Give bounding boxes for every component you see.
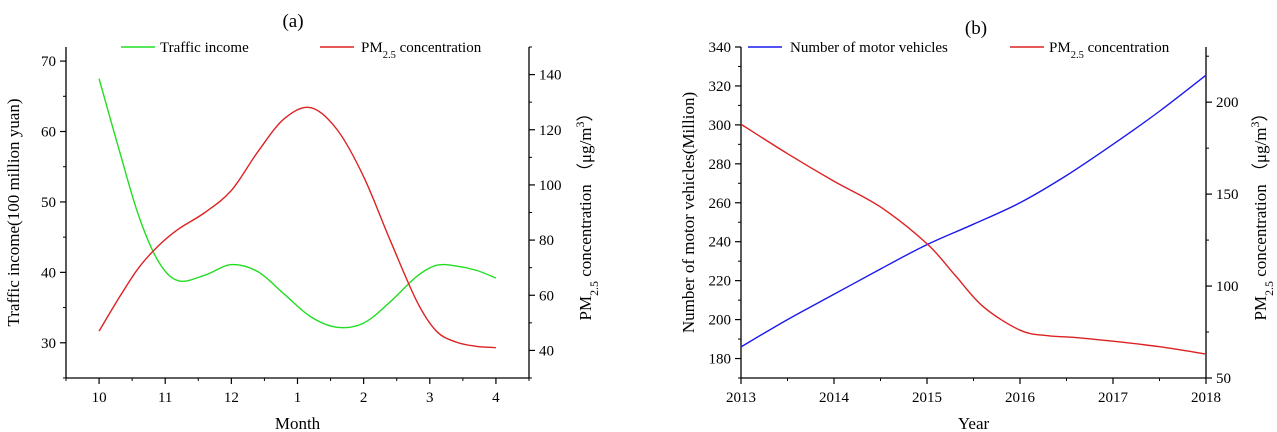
y-right-tick-label: 120 (539, 123, 562, 139)
x-axis-title: Month (275, 414, 321, 432)
legend-entry: PM2.5 concentration (361, 40, 482, 61)
y-left-tick-label: 300 (709, 118, 732, 134)
y-axis-left-title: Number of motor vehicles(Million) (679, 92, 698, 333)
y-right-tick-label: 140 (539, 68, 562, 84)
y-right-tick-label: 50 (1216, 371, 1231, 387)
y-left-tick-label: 220 (709, 274, 732, 290)
series-line-pm25 (740, 123, 1207, 355)
y-left-tick-label: 40 (41, 265, 56, 281)
legend-entry: Traffic income (160, 40, 249, 56)
panel-label: (b) (965, 18, 987, 39)
y-left-tick-label: 200 (709, 313, 732, 329)
y-right-tick-label: 80 (539, 233, 554, 249)
x-tick-label: 2016 (1005, 390, 1036, 406)
y-left-tick-label: 70 (41, 54, 56, 70)
y-right-tick-label: 150 (1216, 187, 1239, 203)
y-left-tick-label: 30 (41, 336, 56, 352)
panel-label: (a) (282, 11, 303, 32)
x-tick-label: 2018 (1191, 390, 1221, 406)
y-left-tick-label: 240 (709, 235, 732, 251)
y-right-tick-label: 100 (1216, 279, 1239, 295)
x-tick-label: 2015 (912, 390, 942, 406)
chart-panel-a: (a)10 11 12 1 2 3 43040506070406080100120140Mo… (4, 11, 601, 432)
y-left-tick-label: 50 (41, 195, 56, 211)
chart-panel-b: (b) 2013 2014 2015 2016 2017 2018 180 200 220 240 2… (679, 18, 1276, 432)
y-left-tick-label: 260 (709, 196, 732, 212)
series-line-pm25 (98, 106, 496, 349)
series-line-primary (98, 78, 497, 329)
y-left-tick-label: 180 (709, 352, 732, 368)
y-axis-right-title: PM2.5 concentration （μg/m3） (1248, 105, 1276, 321)
y-right-tick-label: 100 (539, 178, 562, 194)
x-tick-label: 2013 (726, 390, 756, 406)
x-tick-label: 3 (426, 390, 434, 406)
x-tick-label: 12 (224, 390, 239, 406)
y-right-tick-label: 40 (539, 343, 554, 359)
x-axis-title: Year (958, 414, 990, 432)
x-tick-label: 10 (92, 390, 107, 406)
y-right-tick-label: 200 (1216, 95, 1239, 111)
y-left-tick-label: 280 (709, 157, 732, 173)
x-tick-label: 4 (492, 390, 500, 406)
y-left-tick-label: 320 (709, 79, 732, 95)
y-right-tick-label: 60 (539, 288, 554, 304)
x-tick-label: 2017 (1098, 390, 1129, 406)
x-tick-label: 2014 (819, 390, 850, 406)
legend-entry: Number of motor vehicles (790, 40, 948, 56)
x-tick-label: 1 (294, 390, 302, 406)
y-axis-right-title: PM2.5 concentration （μg/m3） (573, 105, 601, 321)
y-left-tick-label: 340 (709, 40, 732, 56)
y-left-tick-label: 60 (41, 125, 56, 141)
x-tick-label: 11 (158, 390, 172, 406)
x-tick-label: 2 (360, 390, 368, 406)
y-axis-left-title: Traffic income(100 million yuan) (4, 98, 23, 326)
series-line-primary (740, 74, 1207, 348)
legend-entry: PM2.5 concentration (1049, 40, 1170, 61)
